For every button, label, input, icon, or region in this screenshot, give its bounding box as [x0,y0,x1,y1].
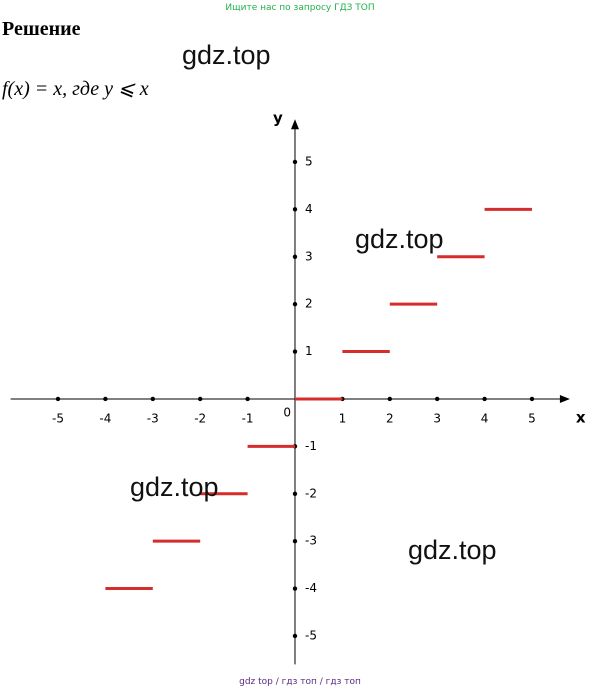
y-tick [292,207,298,212]
x-tick [197,396,203,402]
y-tick [292,349,298,354]
y-tick-label: -4 [305,581,317,595]
y-tick [292,159,298,165]
y-tick-label: -2 [305,486,317,500]
y-tick [292,491,298,496]
x-tick-label: -4 [99,411,111,425]
x-tick [103,396,108,402]
x-axis-label: x [576,408,586,426]
y-tick [292,254,298,259]
x-tick [529,396,535,402]
x-tick-label: -3 [147,411,159,425]
y-tick [292,586,298,591]
x-tick-label: -1 [242,411,254,425]
x-tick [150,396,155,402]
x-arrow [559,394,570,403]
y-axis-label: y [273,109,283,127]
y-tick-label: 1 [305,344,313,358]
y-arrow [290,119,299,130]
y-tick-label: -1 [305,439,317,453]
y-tick-label: 5 [305,154,313,168]
y-tick-label: -3 [305,534,317,548]
x-tick-label: 5 [528,411,536,425]
x-tick [482,396,487,402]
x-tick [55,396,61,402]
watermark: gdz.top [355,224,444,254]
y-tick [292,538,298,544]
y-tick [292,301,298,307]
watermark: gdz.top [408,535,497,565]
y-tick [292,633,298,639]
x-tick [245,396,250,402]
y-tick-label: -5 [305,628,317,642]
footer[interactable]: gdz top / гдз топ / гдз топ [239,677,361,687]
y-tick-label: 4 [305,202,313,216]
top-link[interactable]: Ищите нас по запросу ГДЗ ТОП [225,3,375,13]
x-tick-label: -2 [194,411,206,425]
x-tick [387,396,392,402]
watermark: gdz.top [182,40,271,70]
y-tick-label: 2 [305,297,313,311]
heading: Решение [2,18,81,40]
x-tick-label: 1 [339,411,347,425]
y-tick-label: 3 [305,249,313,263]
x-tick-label: -5 [52,411,64,425]
x-tick [434,396,440,402]
x-tick-label: 2 [386,411,394,425]
x-tick-label: 3 [433,411,441,425]
formula: f(x) = x, где y ⩽ x [2,78,149,100]
x-tick-label: 4 [481,411,489,425]
origin-label: 0 [283,405,291,419]
watermark: gdz.top [130,472,219,502]
